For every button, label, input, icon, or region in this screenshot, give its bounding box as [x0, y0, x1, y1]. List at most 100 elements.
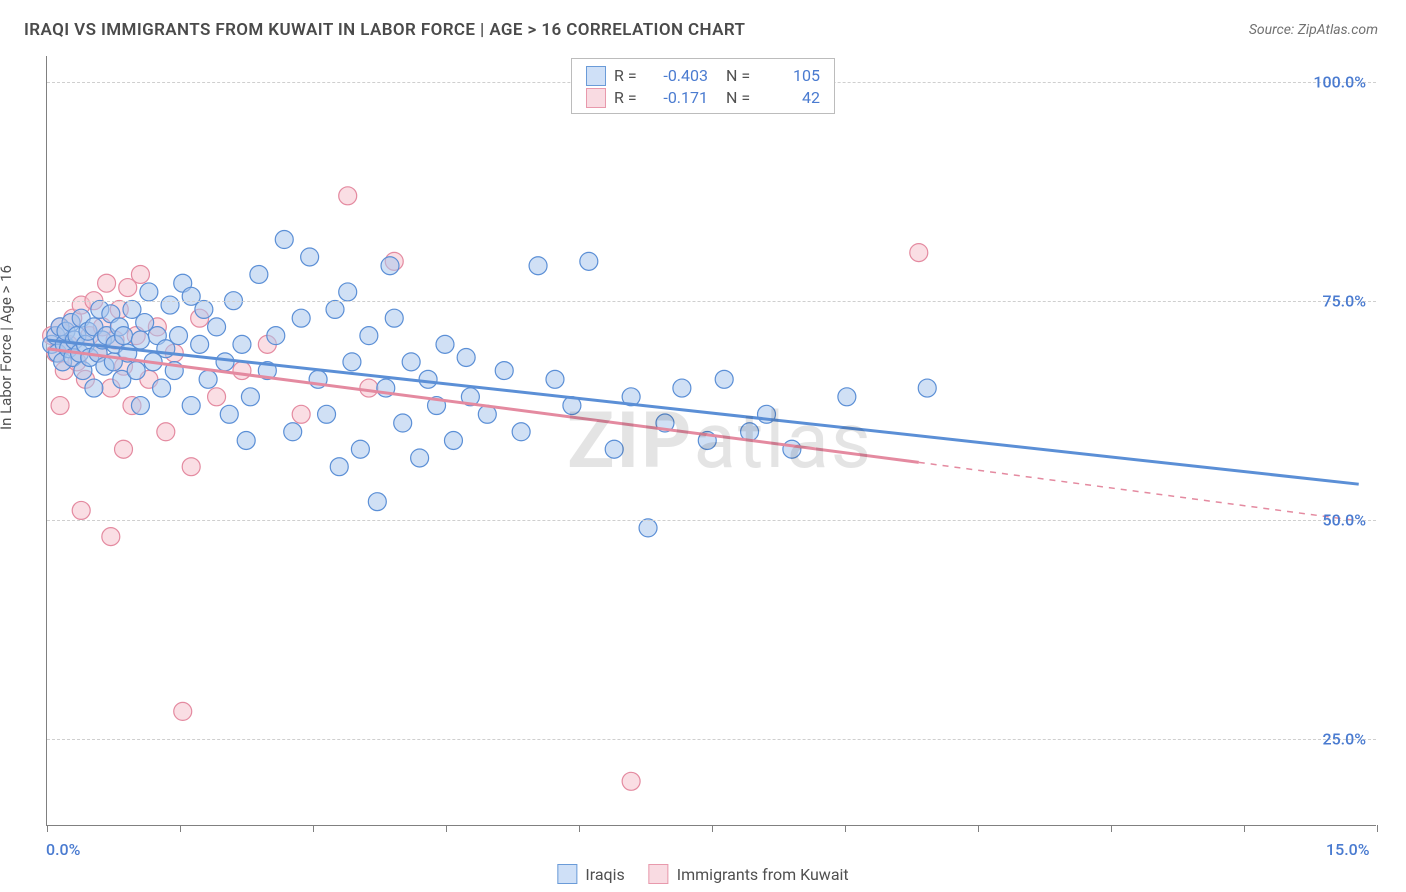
data-point — [910, 244, 928, 262]
swatch-kuwait — [586, 88, 606, 108]
regression-line — [47, 340, 1358, 484]
data-point — [381, 257, 399, 275]
r-value-iraqis: -0.403 — [650, 65, 708, 87]
gridline — [47, 301, 1376, 302]
swatch-kuwait-bottom — [649, 864, 669, 884]
legend-row-iraqis: R = -0.403 N = 105 — [586, 65, 820, 87]
data-point — [237, 432, 255, 450]
data-point — [85, 379, 103, 397]
data-point — [182, 397, 200, 415]
data-point — [360, 379, 378, 397]
x-tick — [1111, 825, 1112, 832]
data-point — [580, 252, 598, 270]
x-tick — [47, 825, 48, 832]
data-point — [411, 449, 429, 467]
data-point — [182, 458, 200, 476]
data-point — [216, 353, 234, 371]
data-point — [360, 327, 378, 345]
data-point — [233, 362, 251, 380]
x-tick — [978, 825, 979, 832]
y-tick-label: 75.0% — [1322, 292, 1366, 311]
data-point — [241, 388, 259, 406]
data-point — [715, 370, 733, 388]
legend-label-kuwait: Immigrants from Kuwait — [677, 865, 849, 884]
data-point — [457, 348, 475, 366]
data-point — [385, 309, 403, 327]
regression-line — [47, 349, 918, 463]
data-point — [402, 353, 420, 371]
data-point — [72, 501, 90, 519]
data-point — [182, 287, 200, 305]
data-point — [131, 265, 149, 283]
data-point — [351, 440, 369, 458]
r-value-kuwait: -0.171 — [650, 87, 708, 109]
data-point — [131, 397, 149, 415]
x-tick-label: 15.0% — [1326, 840, 1370, 859]
x-tick — [845, 825, 846, 832]
data-point — [339, 283, 357, 301]
data-point — [673, 379, 691, 397]
data-point — [394, 414, 412, 432]
gridline — [47, 739, 1376, 740]
x-tick — [712, 825, 713, 832]
gridline — [47, 520, 1376, 521]
data-point — [102, 528, 120, 546]
data-point — [343, 353, 361, 371]
data-point — [783, 440, 801, 458]
data-point — [199, 370, 217, 388]
swatch-iraqis — [586, 66, 606, 86]
data-point — [115, 440, 133, 458]
data-point — [157, 423, 175, 441]
x-tick — [1244, 825, 1245, 832]
data-point — [301, 248, 319, 266]
x-tick — [180, 825, 181, 832]
data-point — [292, 309, 310, 327]
data-point — [639, 519, 657, 537]
chart-title: IRAQI VS IMMIGRANTS FROM KUWAIT IN LABOR… — [24, 20, 745, 40]
data-point — [368, 493, 386, 511]
x-tick — [579, 825, 580, 832]
data-point — [546, 370, 564, 388]
data-point — [275, 231, 293, 249]
n-value-kuwait: 42 — [762, 87, 820, 109]
data-point — [318, 405, 336, 423]
data-point — [191, 335, 209, 353]
y-tick-label: 50.0% — [1322, 510, 1366, 529]
legend-series: Iraqis Immigrants from Kuwait — [557, 864, 848, 884]
data-point — [115, 327, 133, 345]
data-point — [267, 327, 285, 345]
legend-row-kuwait: R = -0.171 N = 42 — [586, 87, 820, 109]
data-point — [436, 335, 454, 353]
legend-correlation: R = -0.403 N = 105 R = -0.171 N = 42 — [571, 58, 835, 114]
legend-item-kuwait: Immigrants from Kuwait — [649, 864, 849, 884]
x-tick — [446, 825, 447, 832]
x-tick — [313, 825, 314, 832]
data-point — [233, 335, 251, 353]
data-point — [170, 327, 188, 345]
data-point — [326, 300, 344, 318]
data-point — [622, 772, 640, 790]
y-tick-label: 100.0% — [1313, 73, 1366, 92]
data-point — [127, 362, 145, 380]
data-point — [419, 370, 437, 388]
regression-extrapolation — [919, 462, 1359, 521]
data-point — [838, 388, 856, 406]
source-label: Source: ZipAtlas.com — [1249, 22, 1378, 38]
data-point — [284, 423, 302, 441]
data-point — [220, 405, 238, 423]
data-point — [140, 283, 158, 301]
data-point — [51, 397, 69, 415]
legend-item-iraqis: Iraqis — [557, 864, 624, 884]
data-point — [98, 274, 116, 292]
y-tick-label: 25.0% — [1322, 729, 1366, 748]
data-point — [250, 265, 268, 283]
data-point — [495, 362, 513, 380]
data-point — [208, 388, 226, 406]
y-axis-label: In Labor Force | Age > 16 — [0, 265, 15, 430]
x-tick-label: 0.0% — [46, 840, 80, 859]
data-point — [339, 187, 357, 205]
data-point — [174, 702, 192, 720]
swatch-iraqis-bottom — [557, 864, 577, 884]
data-point — [131, 331, 149, 349]
data-point — [529, 257, 547, 275]
